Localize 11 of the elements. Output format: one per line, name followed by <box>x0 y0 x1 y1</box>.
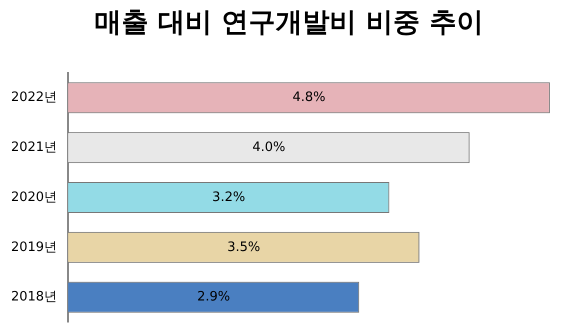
chart-title: 매출 대비 연구개발비 비중 추이 <box>94 6 484 40</box>
data-label: 4.8% <box>292 90 326 106</box>
y-tick-label: 2020년 <box>10 190 58 205</box>
y-tick-label: 2021년 <box>10 140 58 155</box>
data-label: 2.9% <box>197 290 230 305</box>
data-label: 3.2% <box>212 190 246 205</box>
data-label: 4.0% <box>252 140 286 155</box>
y-tick-label: 2019년 <box>10 240 58 255</box>
y-tick-label: 2018년 <box>10 290 58 305</box>
data-label: 3.5% <box>227 240 260 255</box>
y-tick-label: 2022년 <box>10 90 58 106</box>
